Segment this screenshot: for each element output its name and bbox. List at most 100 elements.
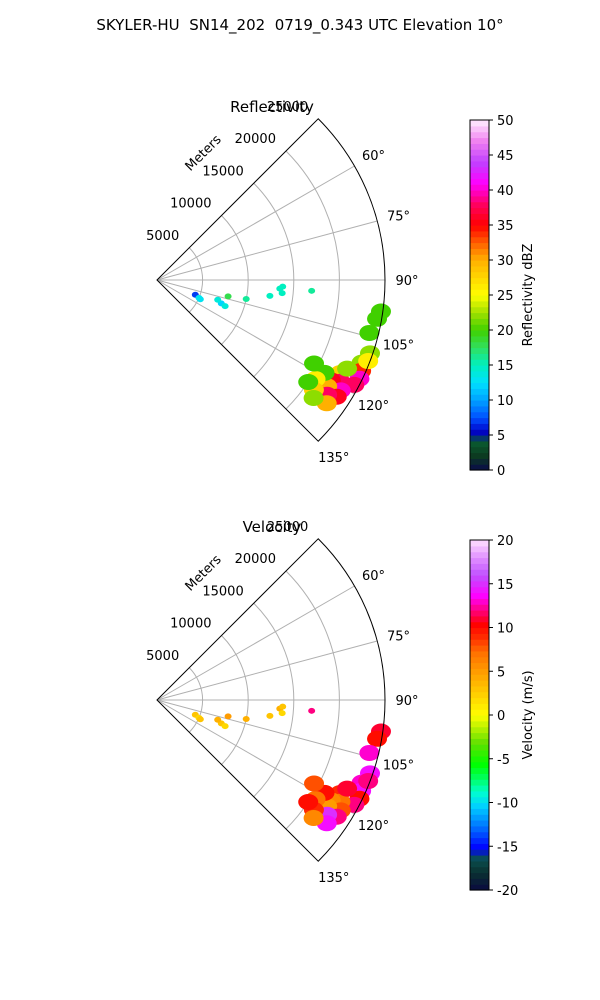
colorbar-tick-label: -15	[497, 840, 518, 855]
colorbar-segment	[470, 452, 489, 459]
echo-point	[358, 773, 379, 790]
radial-tick-label: 25000	[267, 520, 308, 535]
colorbar-segment	[470, 843, 489, 850]
colorbar-segment	[470, 359, 489, 366]
colorbar-segment	[470, 656, 489, 664]
colorbar-tick-label: -20	[497, 884, 518, 899]
angle-tick-label: 60°	[362, 149, 385, 164]
angle-tick-label: 120°	[358, 399, 389, 414]
angle-tick-label: 135°	[318, 871, 349, 886]
echo-point	[242, 715, 250, 722]
colorbar-segment	[470, 820, 489, 827]
echo-point	[214, 296, 222, 303]
colorbar-segment	[470, 190, 489, 197]
colorbar-segment	[470, 353, 489, 360]
colorbar-segment	[470, 621, 489, 629]
angle-tick-label: 105°	[383, 759, 414, 774]
colorbar-segment	[470, 540, 489, 547]
colorbar-segment	[470, 347, 489, 354]
colorbar-segment	[470, 884, 489, 891]
echo-point	[298, 793, 319, 810]
angle-tick-label: 90°	[395, 274, 418, 289]
colorbar-tick-label: 20	[497, 534, 514, 549]
colorbar-segment	[470, 703, 489, 710]
colorbar-segment	[470, 650, 489, 658]
colorbar-label: Velocity (m/s)	[521, 670, 536, 759]
colorbar-segment	[470, 814, 489, 821]
polar-frame	[156, 118, 386, 442]
echo-point	[358, 353, 379, 370]
colorbar-segment	[470, 872, 489, 879]
echo-point	[367, 730, 388, 747]
colorbar-segment	[470, 178, 489, 185]
echo-point	[279, 703, 287, 710]
angle-tick-label: 60°	[362, 569, 385, 584]
colorbar-segment	[470, 184, 489, 191]
colorbar-tick-label: 0	[497, 709, 505, 724]
echo-point	[221, 303, 229, 310]
colorbar: 0 5 10 15 20 25 30 35 40 45 50 Reflectivity dBZ	[469, 114, 536, 479]
colorbar-tick-label: 35	[497, 219, 514, 234]
colorbar-segment	[470, 831, 489, 839]
colorbar-segment	[470, 615, 489, 623]
panel-title: Reflectivity	[230, 98, 314, 116]
colorbar-segment	[470, 289, 489, 296]
colorbar-segment	[470, 330, 489, 337]
echo-point	[337, 780, 358, 797]
echo-point	[279, 283, 287, 290]
colorbar-segment	[470, 697, 489, 704]
colorbar-tick-label: 5	[497, 429, 505, 444]
radial-tick-label: 20000	[235, 552, 276, 567]
colorbar-tick-label: 45	[497, 149, 514, 164]
colorbar-segment	[470, 137, 489, 144]
colorbar-tick-label: 15	[497, 578, 514, 593]
colorbar-segment	[470, 131, 489, 139]
angular-grid-line	[156, 220, 378, 281]
radial-tick-label: 5000	[146, 649, 179, 664]
echo-point	[278, 710, 286, 717]
colorbar-segment	[470, 265, 489, 273]
colorbar-segment	[470, 592, 489, 599]
colorbar-segment	[470, 750, 489, 757]
echo-point	[359, 324, 380, 341]
colorbar-segment	[470, 365, 489, 372]
colorbar-segment	[470, 225, 489, 232]
colorbar-segment	[470, 254, 489, 261]
colorbar-segment	[470, 376, 489, 384]
colorbar-tick-label: 10	[497, 622, 514, 637]
colorbar-segment	[470, 557, 489, 564]
radial-tick-label: 20000	[235, 132, 276, 147]
colorbar-segment	[470, 166, 489, 174]
colorbar-segment	[470, 726, 489, 734]
colorbar-segment	[470, 761, 489, 769]
angle-tick-label: 75°	[387, 209, 410, 224]
echo-point	[304, 775, 325, 792]
colorbar-segment	[470, 598, 489, 605]
echo-point	[214, 716, 222, 723]
colorbar-tick-label: 30	[497, 254, 514, 269]
colorbar-label: Reflectivity dBZ	[521, 244, 536, 347]
colorbar-segment	[470, 236, 489, 244]
echo-point	[337, 360, 358, 377]
colorbar-tick-label: 0	[497, 464, 505, 479]
colorbar-segment	[470, 283, 489, 290]
colorbar-segment	[470, 627, 489, 634]
colorbar-segment	[470, 423, 489, 430]
colorbar-segment	[470, 324, 489, 331]
angular-grid-line	[156, 279, 378, 340]
colorbar-segment	[470, 645, 489, 652]
colorbar-segment	[470, 779, 489, 786]
colorbar-segment	[470, 808, 489, 815]
colorbar-segment	[470, 580, 489, 588]
colorbar-segment	[470, 796, 489, 804]
angle-tick-label: 135°	[318, 451, 349, 466]
colorbar-segment	[470, 604, 489, 611]
colorbar-segment	[470, 312, 489, 319]
figure-title: SKYLER-HU SN14_202 0719_0.343 UTC Elevat…	[96, 16, 504, 34]
colorbar-segment	[470, 545, 489, 553]
colorbar: -20 -15 -10 -5 0 5 10 15 20 Velocity (m/s)	[469, 534, 536, 899]
colorbar-segment	[470, 341, 489, 349]
colorbar-segment	[470, 172, 489, 179]
colorbar-segment	[470, 849, 489, 856]
